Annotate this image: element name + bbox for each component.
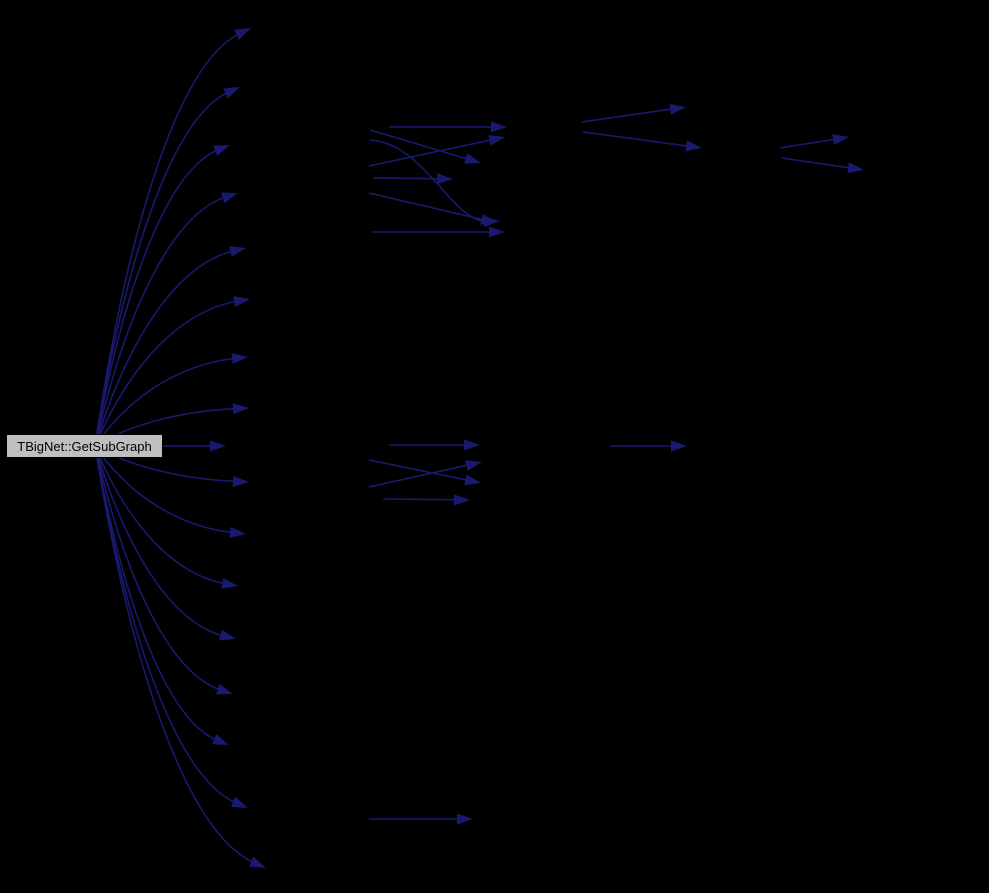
graph-edge <box>94 445 222 692</box>
arrowhead <box>480 213 497 225</box>
graph-edge <box>94 148 220 447</box>
arrowhead <box>231 796 248 808</box>
arrowhead <box>232 403 249 415</box>
graph-edge <box>368 192 486 222</box>
arrowhead <box>671 440 687 452</box>
graph-edge <box>94 249 235 447</box>
arrowhead <box>223 87 240 99</box>
graph-edge <box>369 139 489 223</box>
graph-edge <box>94 445 227 585</box>
arrowhead <box>249 856 266 868</box>
graph-edge <box>94 195 227 447</box>
graph-node-tbignet-getsubgraph[interactable]: TBigNet::GetSubGraph <box>6 434 163 458</box>
graph-edge <box>94 357 237 447</box>
graph-edge <box>94 445 219 742</box>
arrowhead <box>453 494 470 506</box>
arrowhead <box>685 140 702 152</box>
arrowhead <box>210 440 226 452</box>
graph-edge <box>94 445 235 534</box>
graph-edge <box>781 157 853 170</box>
graph-edge <box>94 445 225 637</box>
arrowhead <box>233 296 250 308</box>
arrowhead <box>232 475 249 487</box>
graph-edge <box>94 32 241 447</box>
arrowhead <box>832 134 849 145</box>
arrowhead <box>457 813 473 825</box>
graph-edge <box>94 445 238 805</box>
arrowhead <box>213 145 230 157</box>
arrowhead <box>464 439 480 451</box>
graph-edge <box>94 300 239 447</box>
graph-edge <box>382 498 459 501</box>
arrowhead <box>464 153 481 164</box>
graph-edge <box>368 459 470 482</box>
arrowhead <box>847 162 864 174</box>
graph-edge <box>369 129 470 161</box>
arrowhead <box>464 474 481 486</box>
arrowhead <box>229 246 246 257</box>
graph-edge <box>368 138 494 167</box>
arrowhead <box>488 134 505 146</box>
graph-edge <box>581 107 675 123</box>
arrowhead <box>221 577 238 589</box>
arrowhead <box>234 28 251 40</box>
arrowhead <box>229 526 246 538</box>
arrowhead <box>231 353 248 365</box>
graph-edge <box>94 445 256 864</box>
arrowhead <box>216 683 233 695</box>
graph-edge <box>372 177 442 180</box>
graph-edge <box>779 138 838 149</box>
graph-node-label: TBigNet::GetSubGraph <box>17 438 152 454</box>
graph-edge <box>368 463 471 488</box>
arrowhead <box>212 733 229 745</box>
arrowhead <box>465 460 482 471</box>
arrowhead <box>669 103 686 115</box>
graph-edge <box>94 91 230 447</box>
arrowhead <box>436 173 453 185</box>
arrowhead <box>489 226 505 238</box>
arrowhead <box>491 121 507 133</box>
arrowhead <box>219 629 236 641</box>
graph-edge <box>582 131 691 148</box>
arrowhead <box>221 192 238 204</box>
